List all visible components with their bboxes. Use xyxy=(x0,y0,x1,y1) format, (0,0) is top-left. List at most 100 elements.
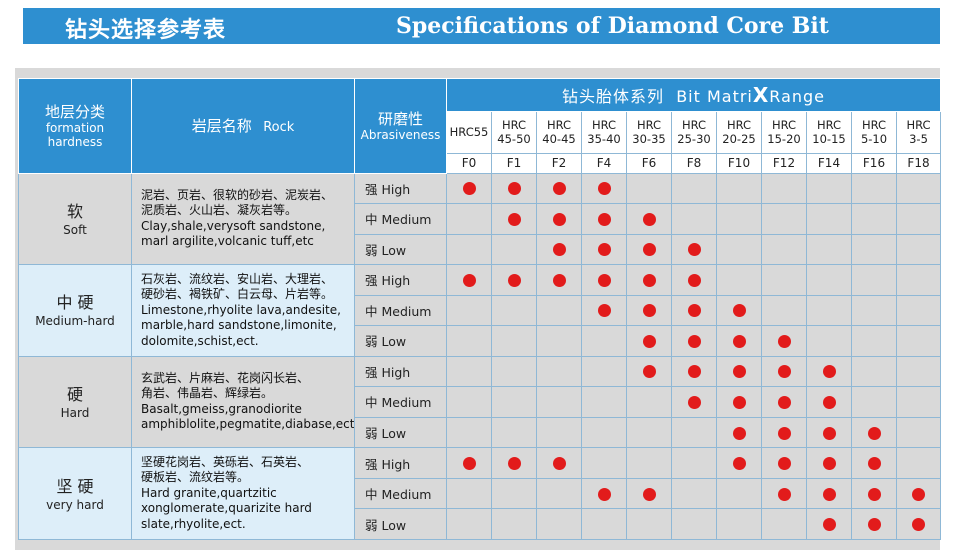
abrasiveness-level: 弱 Low xyxy=(354,508,447,540)
matrix-cell xyxy=(716,447,762,479)
matrix-cell xyxy=(761,386,807,418)
matrix-cell xyxy=(806,203,852,235)
matrix-cell xyxy=(491,447,537,479)
recommended-dot xyxy=(642,304,656,318)
recommended-dot xyxy=(507,457,521,471)
matrix-cell xyxy=(491,294,537,327)
matrix-cell xyxy=(536,233,582,266)
hrc-range-header: HRC 3-5 xyxy=(895,110,942,155)
recommended-dot xyxy=(462,182,476,196)
matrix-cell xyxy=(716,355,762,388)
matrix-cell xyxy=(446,294,492,327)
recommended-dot xyxy=(687,243,701,257)
recommended-dot xyxy=(732,334,746,348)
recommended-dot xyxy=(642,365,656,379)
recommended-dot xyxy=(552,182,566,196)
matrix-cell xyxy=(895,355,942,388)
matrix-cell xyxy=(581,294,627,327)
matrix-cell xyxy=(446,477,492,510)
matrix-cell xyxy=(446,233,492,266)
matrix-cell xyxy=(671,416,717,449)
matrix-cell xyxy=(761,355,807,388)
recommended-dot xyxy=(867,487,881,501)
matrix-cell xyxy=(895,477,942,510)
hardness-cell: 软 Soft xyxy=(18,172,132,266)
matrix-cell xyxy=(671,294,717,327)
matrix-cell xyxy=(626,294,672,327)
matrix-cell xyxy=(895,294,942,327)
matrix-cell xyxy=(536,447,582,479)
bit-selection-table: 地层分类 formation hardness 岩层名称 Rock 研磨性 Ab… xyxy=(18,78,942,540)
matrix-cell xyxy=(671,325,717,357)
matrix-cell xyxy=(536,508,582,540)
abrasiveness-level: 强 High xyxy=(354,172,447,205)
table-row: 弱 Low xyxy=(19,508,942,540)
recommended-dot xyxy=(867,518,881,532)
matrix-cell xyxy=(895,386,942,418)
matrix-cell xyxy=(626,508,672,540)
recommended-dot xyxy=(507,212,521,226)
matrix-cell xyxy=(446,172,492,205)
matrix-cell xyxy=(716,294,762,327)
matrix-cell xyxy=(761,294,807,327)
matrix-cell xyxy=(671,264,717,296)
matrix-cell xyxy=(626,386,672,418)
hardness-cell: 中 硬 Medium-hard xyxy=(18,264,132,357)
matrix-code-header: F16 xyxy=(851,153,897,174)
matrix-cell xyxy=(806,386,852,418)
matrix-cell xyxy=(491,477,537,510)
recommended-dot xyxy=(912,487,925,501)
matrix-cell xyxy=(626,325,672,357)
matrix-cell xyxy=(761,447,807,479)
abrasiveness-level: 强 High xyxy=(354,355,447,388)
matrix-cell xyxy=(581,508,627,540)
matrix-cell xyxy=(536,203,582,235)
matrix-cell xyxy=(895,233,942,266)
recommended-dot xyxy=(687,395,701,409)
matrix-cell xyxy=(446,447,492,479)
matrix-range-header: 钻头胎体系列 Bit MatriXRange xyxy=(445,78,942,112)
matrix-cell xyxy=(446,386,492,418)
table-row: 中 Medium xyxy=(19,477,942,510)
matrix-cell xyxy=(626,447,672,479)
matrix-cell xyxy=(716,325,762,357)
matrix-cell xyxy=(581,447,627,479)
matrix-cell xyxy=(626,233,672,266)
recommended-dot xyxy=(732,395,746,409)
hardness-cell: 坚 硬 very hard xyxy=(18,447,132,540)
matrix-cell xyxy=(806,355,852,388)
recommended-dot xyxy=(462,457,476,471)
matrix-cell xyxy=(626,203,672,235)
matrix-code-header: F12 xyxy=(761,153,807,174)
table-row: 中 Medium xyxy=(19,386,942,418)
recommended-dot xyxy=(822,518,836,532)
hrc-range-header: HRC 30-35 xyxy=(626,110,672,155)
matrix-cell xyxy=(491,355,537,388)
matrix-cell xyxy=(581,172,627,205)
formation-header: 地层分类 formation hardness xyxy=(18,78,132,174)
matrix-cell xyxy=(895,416,942,449)
recommended-dot xyxy=(822,365,836,379)
recommended-dot xyxy=(507,182,521,196)
recommended-dot xyxy=(687,334,701,348)
matrix-cell xyxy=(851,477,897,510)
matrix-cell xyxy=(716,416,762,449)
matrix-cell xyxy=(851,264,897,296)
matrix-cell xyxy=(806,294,852,327)
recommended-dot xyxy=(642,212,656,226)
recommended-dot xyxy=(822,395,836,409)
hrc-range-header: HRC 40-45 xyxy=(536,110,582,155)
rock-description-cell: 玄武岩、片麻岩、花岗闪长岩、 角岩、伟晶岩、辉绿岩。 Basalt,gmeiss,g… xyxy=(131,355,355,449)
table-row: 坚 硬 very hard 坚硬花岗岩、英砾岩、石英岩、 硬板岩、流纹岩等。 Hard … xyxy=(18,447,942,540)
recommended-dot xyxy=(822,487,836,501)
matrix-cell xyxy=(761,264,807,296)
matrix-code-header: F4 xyxy=(581,153,627,174)
recommended-dot xyxy=(507,273,521,287)
abrasiveness-level: 强 High xyxy=(354,264,447,296)
recommended-dot xyxy=(732,426,746,440)
matrix-cell xyxy=(536,172,582,205)
recommended-dot xyxy=(777,334,791,348)
hrc-range-header: HRC 5-10 xyxy=(851,110,897,155)
matrix-cell xyxy=(716,264,762,296)
matrix-cell xyxy=(851,447,897,479)
